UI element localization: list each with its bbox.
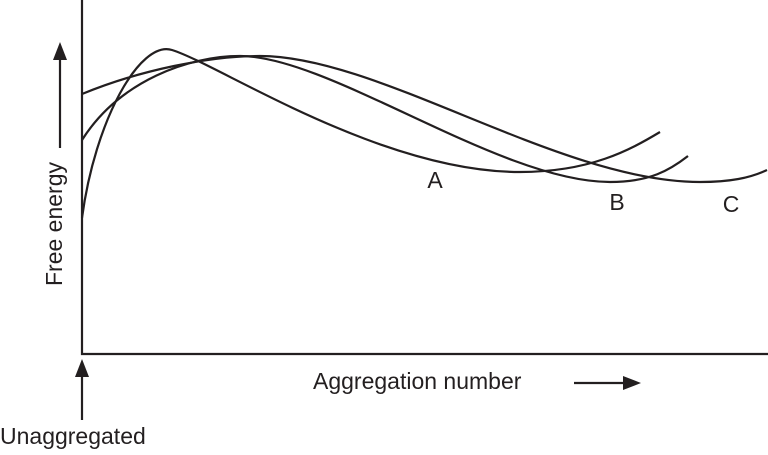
origin-label: Unaggregated: [0, 423, 146, 449]
curve-c: [81, 54, 768, 184]
curve-b: [81, 54, 689, 184]
curve-label: A: [427, 167, 443, 193]
axes: [80, 0, 768, 356]
origin-arrow-head: [75, 359, 89, 377]
curve-label: B: [609, 189, 624, 215]
y-arrow-head: [53, 42, 67, 60]
x-axis-label: Aggregation number: [313, 368, 522, 394]
curve-label: C: [723, 191, 740, 217]
y-axis-label: Free energy: [41, 162, 67, 287]
curve-a: [80, 48, 661, 219]
x-arrow-head: [623, 376, 641, 390]
